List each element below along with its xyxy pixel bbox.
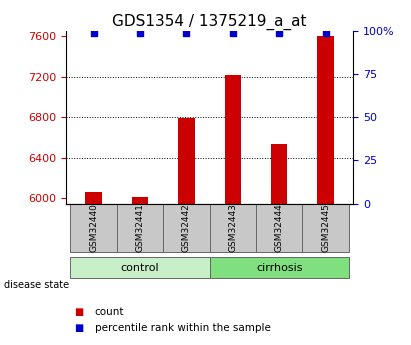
Bar bbox=[117, 204, 163, 252]
Bar bbox=[85, 193, 102, 204]
Text: percentile rank within the sample: percentile rank within the sample bbox=[95, 323, 270, 333]
Text: ■: ■ bbox=[74, 307, 83, 317]
Text: GSM32443: GSM32443 bbox=[229, 203, 237, 252]
Title: GDS1354 / 1375219_a_at: GDS1354 / 1375219_a_at bbox=[112, 13, 307, 30]
Bar bbox=[210, 257, 349, 278]
Text: count: count bbox=[95, 307, 124, 317]
Text: disease state: disease state bbox=[4, 280, 69, 289]
Text: GSM32440: GSM32440 bbox=[89, 203, 98, 252]
Text: ■: ■ bbox=[74, 323, 83, 333]
Bar bbox=[225, 75, 241, 204]
Bar bbox=[317, 36, 334, 204]
Bar bbox=[132, 197, 148, 204]
Text: GSM32444: GSM32444 bbox=[275, 203, 284, 252]
Bar bbox=[210, 204, 256, 252]
Text: GSM32445: GSM32445 bbox=[321, 203, 330, 252]
Text: GSM32442: GSM32442 bbox=[182, 203, 191, 252]
Bar bbox=[302, 204, 349, 252]
Bar bbox=[163, 204, 210, 252]
Bar bbox=[271, 144, 287, 204]
Text: cirrhosis: cirrhosis bbox=[256, 263, 302, 273]
Bar bbox=[70, 204, 117, 252]
Text: control: control bbox=[121, 263, 159, 273]
Text: GSM32441: GSM32441 bbox=[136, 203, 145, 252]
Bar bbox=[70, 257, 210, 278]
Bar bbox=[178, 118, 194, 204]
Bar bbox=[256, 204, 302, 252]
